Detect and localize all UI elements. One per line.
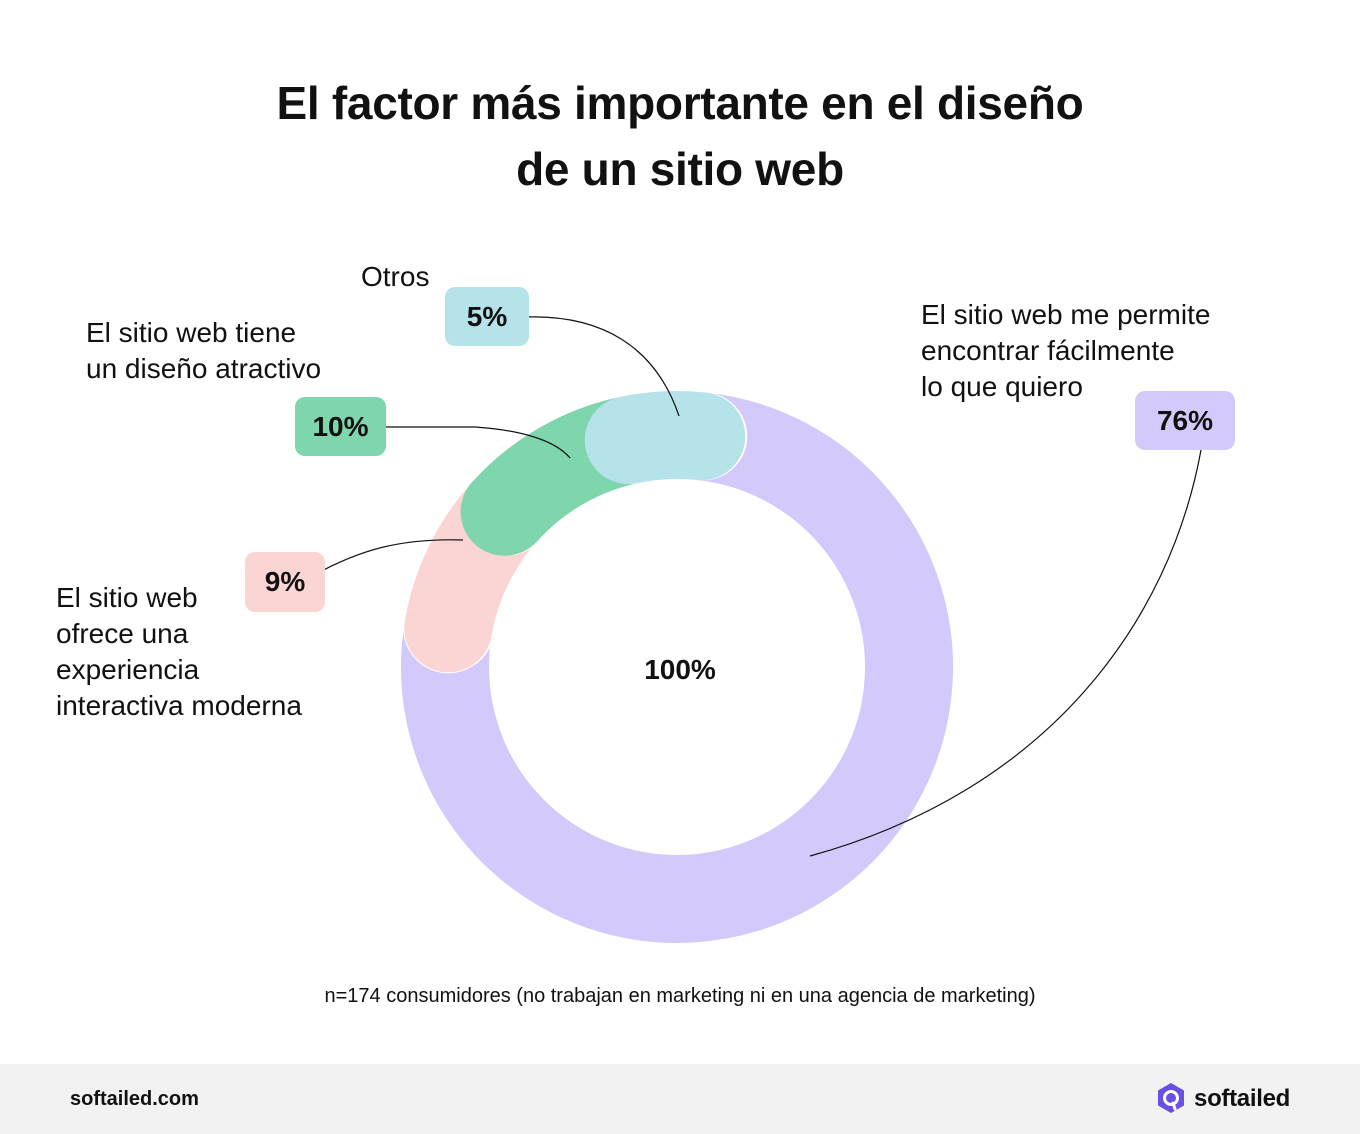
sample-note: n=174 consumidores (no trabajan en marke… (0, 985, 1360, 1008)
slice-1-label: El sitio web me permite encontrar fácilm… (921, 297, 1210, 405)
donut-chart (0, 0, 1360, 1134)
slice-4-label: Otros (361, 259, 429, 295)
slice-3-label: El sitio web tiene un diseño atractivo (86, 315, 321, 387)
footer-site-link[interactable]: softailed.com (70, 1088, 199, 1111)
slice-3-value-badge: 10% (295, 397, 386, 456)
footer: softailed.com softailed (0, 1064, 1360, 1134)
brand-logo: softailed (1156, 1082, 1290, 1116)
donut-center-label: 100% (600, 650, 760, 690)
slice-4-value-badge: 5% (445, 287, 529, 346)
slice-1-value-badge: 76% (1135, 391, 1235, 450)
slice-2-value-badge: 9% (245, 552, 325, 612)
brand-logo-text: softailed (1194, 1085, 1290, 1113)
softailed-logo-icon (1156, 1082, 1186, 1116)
donut-slice-4 (629, 435, 701, 440)
